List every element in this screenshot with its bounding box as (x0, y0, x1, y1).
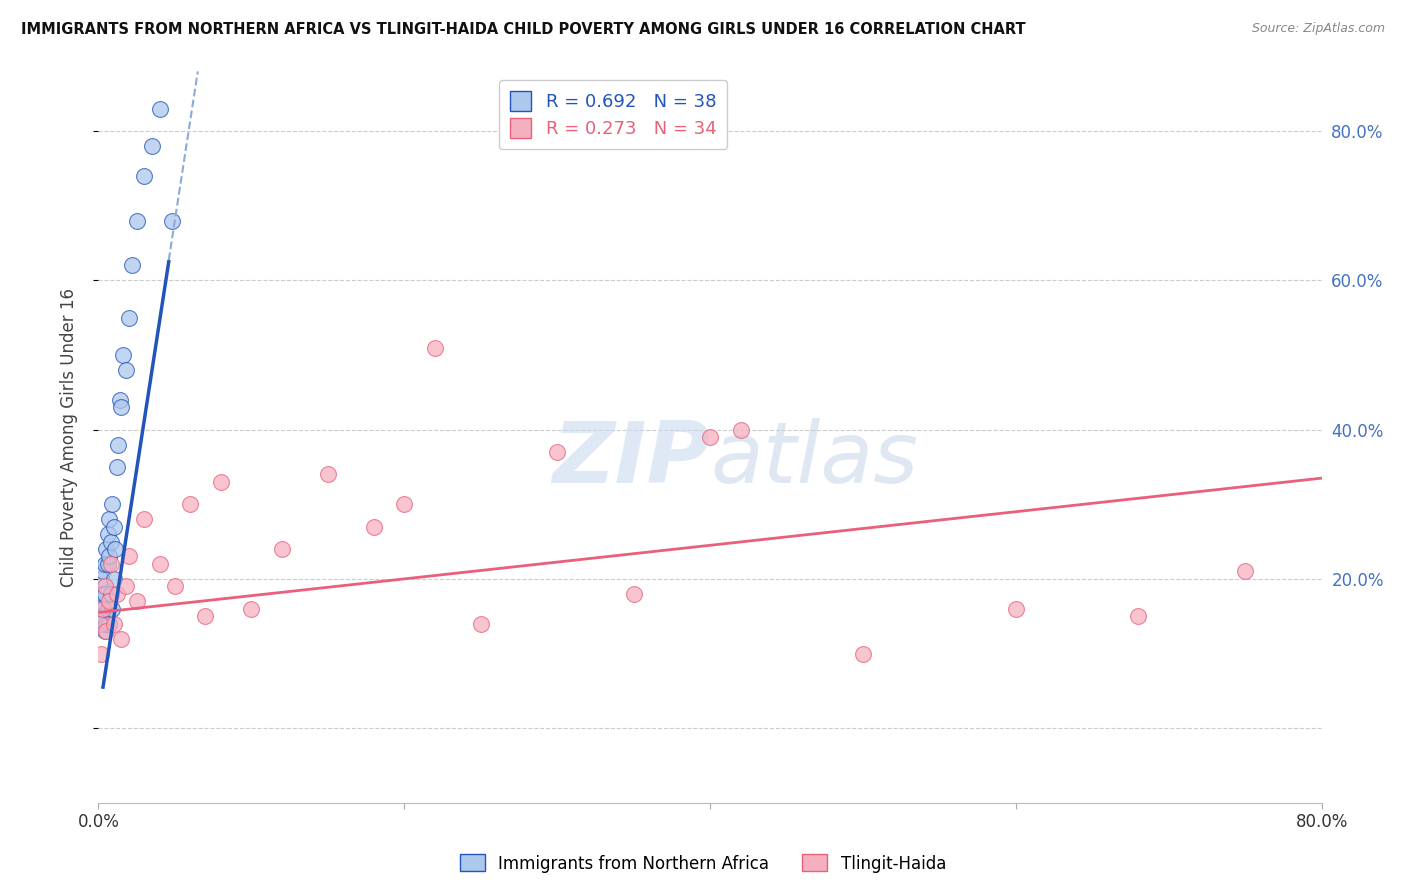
Point (392, 497, 416, 511)
Point (90, 616, 112, 631)
Text: IMMIGRANTS FROM NORTHERN AFRICA VS TLINGIT-HAIDA CHILD POVERTY AMONG GIRLS UNDER: IMMIGRANTS FROM NORTHERN AFRICA VS TLING… (21, 22, 1026, 37)
Point (91, 587, 114, 601)
Point (108, 392, 131, 407)
Point (121, 259, 143, 273)
Legend: R = 0.692   N = 38, R = 0.273   N = 34: R = 0.692 N = 38, R = 0.273 N = 34 (499, 80, 727, 149)
Point (623, 587, 645, 601)
Point (93, 624, 115, 639)
Point (93, 587, 115, 601)
Point (160, 213, 183, 227)
Point (240, 601, 263, 615)
Point (163, 579, 186, 593)
Legend: Immigrants from Northern Africa, Tlingit-Haida: Immigrants from Northern Africa, Tlingit… (453, 847, 953, 880)
Point (730, 423, 752, 437)
Point (90, 647, 112, 661)
Point (93, 579, 115, 593)
Point (94, 624, 117, 639)
Point (149, 102, 172, 116)
Point (134, 169, 156, 183)
Point (98, 616, 121, 631)
Point (93, 557, 115, 571)
Point (97, 557, 120, 571)
Point (97, 601, 120, 615)
Point (115, 579, 138, 593)
Point (149, 557, 172, 571)
Point (125, 594, 148, 608)
Point (134, 512, 156, 526)
Point (1234, 565, 1257, 579)
Point (91, 609, 114, 624)
Point (98, 512, 121, 526)
Point (118, 549, 141, 564)
Point (94, 542, 117, 557)
Text: Source: ZipAtlas.com: Source: ZipAtlas.com (1251, 22, 1385, 36)
Point (1128, 609, 1150, 624)
Point (125, 213, 148, 227)
Point (141, 139, 163, 153)
Point (194, 609, 217, 624)
Point (316, 467, 339, 482)
Point (546, 445, 568, 459)
Point (101, 497, 124, 511)
Point (91, 565, 114, 579)
Point (1004, 601, 1026, 615)
Point (111, 348, 134, 362)
Point (852, 647, 875, 661)
Point (115, 363, 138, 377)
Text: atlas: atlas (710, 417, 918, 500)
Point (91, 601, 114, 615)
Point (110, 401, 132, 415)
Point (103, 519, 125, 533)
Point (97, 527, 120, 541)
Point (110, 632, 132, 646)
Point (104, 542, 127, 557)
Point (103, 616, 125, 631)
Point (107, 437, 129, 451)
Point (98, 549, 121, 564)
Point (270, 542, 292, 557)
Point (105, 587, 128, 601)
Point (179, 497, 201, 511)
Point (118, 310, 141, 325)
Point (89, 601, 111, 615)
Text: ZIP: ZIP (553, 417, 710, 500)
Point (100, 587, 122, 601)
Point (363, 519, 385, 533)
Point (103, 572, 125, 586)
Y-axis label: Child Poverty Among Girls Under 16: Child Poverty Among Girls Under 16 (59, 287, 77, 587)
Point (101, 601, 124, 615)
Point (94, 616, 117, 631)
Point (98, 594, 121, 608)
Point (423, 341, 446, 355)
Point (100, 534, 122, 549)
Point (209, 475, 232, 489)
Point (89, 594, 111, 608)
Point (100, 557, 122, 571)
Point (470, 616, 492, 631)
Point (90, 572, 112, 586)
Point (699, 430, 721, 444)
Point (89, 616, 111, 631)
Point (105, 459, 128, 474)
